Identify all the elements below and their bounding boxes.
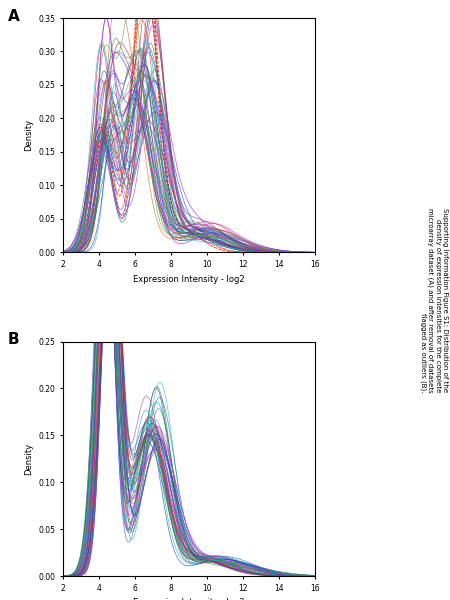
Text: Supporting Information Figure S1: Distribution of the
density of expression inte: Supporting Information Figure S1: Distri… <box>420 208 448 392</box>
Y-axis label: Density: Density <box>24 443 33 475</box>
Y-axis label: Density: Density <box>24 119 33 151</box>
X-axis label: Expression Intensity - log2: Expression Intensity - log2 <box>133 275 245 284</box>
X-axis label: Expression Intensity - log2: Expression Intensity - log2 <box>133 598 245 600</box>
Text: A: A <box>8 8 19 23</box>
Text: B: B <box>8 332 19 347</box>
